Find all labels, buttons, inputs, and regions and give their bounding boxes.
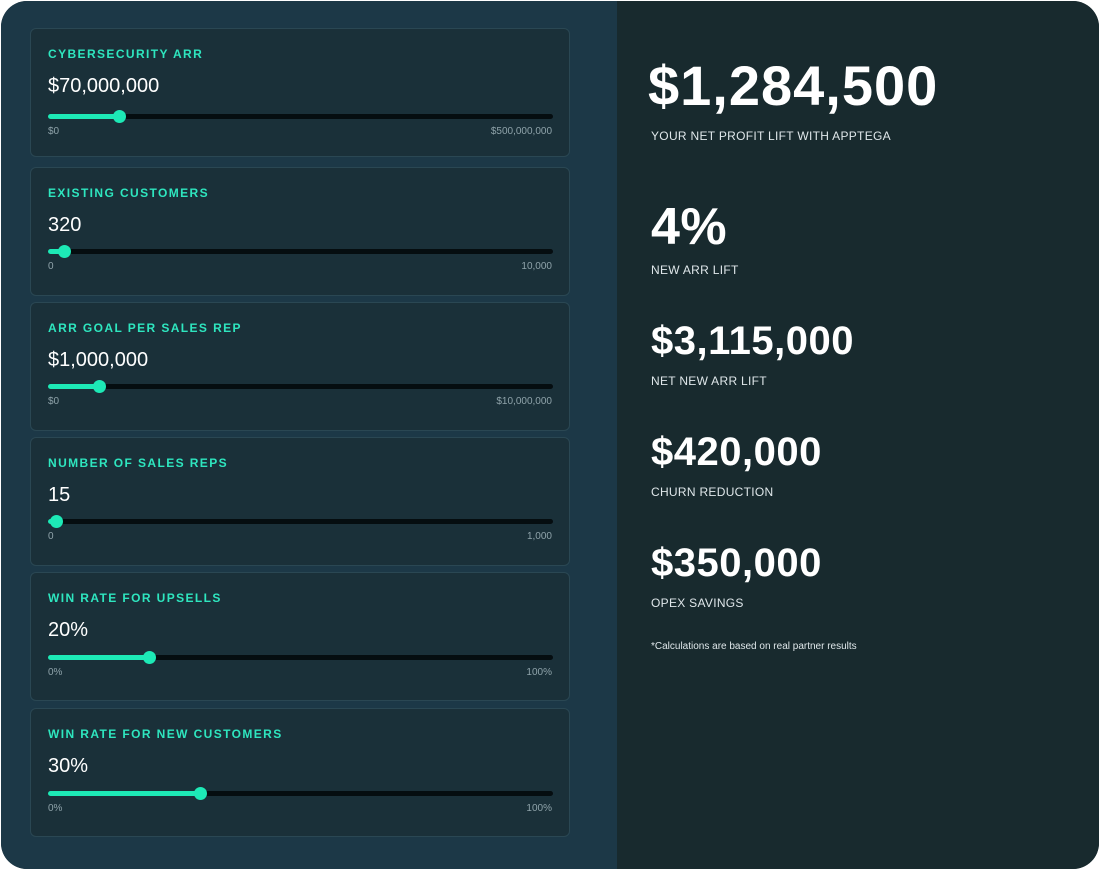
slider-min-label: 0% bbox=[48, 667, 63, 678]
slider-thumb[interactable] bbox=[143, 651, 156, 664]
calculations-footnote: *Calculations are based on real partner … bbox=[651, 641, 857, 652]
net-new-arr-lift-value: $3,115,000 bbox=[651, 319, 854, 363]
input-value: 320 bbox=[48, 214, 82, 236]
new-arr-lift-value: 4% bbox=[651, 198, 728, 256]
input-label: ARR GOAL PER SALES REP bbox=[48, 321, 242, 335]
net-profit-lift-label: YOUR NET PROFIT LIFT WITH APPTEGA bbox=[651, 129, 891, 143]
slider-max-label: 100% bbox=[526, 667, 552, 678]
inputs-panel: CYBERSECURITY ARR $70,000,000 $0 $500,00… bbox=[1, 1, 617, 869]
slider-thumb[interactable] bbox=[58, 245, 72, 258]
slider-min-label: $0 bbox=[48, 126, 60, 137]
slider-fill bbox=[48, 114, 119, 119]
slider-min-label: 0% bbox=[48, 803, 63, 814]
results-panel: $1,284,500 YOUR NET PROFIT LIFT WITH APP… bbox=[617, 1, 1099, 869]
cybersecurity-arr-slider[interactable] bbox=[48, 110, 553, 123]
opex-savings-value: $350,000 bbox=[651, 541, 822, 585]
slider-max-label: 100% bbox=[526, 803, 552, 814]
existing-customers-slider[interactable] bbox=[48, 245, 553, 258]
slider-max-label: 1,000 bbox=[526, 531, 552, 542]
input-card-number-of-sales-reps: NUMBER OF SALES REPS 15 0 1,000 bbox=[30, 437, 570, 566]
input-card-win-rate-upsells: WIN RATE FOR UPSELLS 20% 0% 100% bbox=[30, 572, 570, 701]
slider-fill bbox=[48, 249, 65, 254]
input-value: 15 bbox=[48, 484, 71, 506]
churn-reduction-label: CHURN REDUCTION bbox=[651, 485, 774, 499]
churn-reduction-value: $420,000 bbox=[651, 430, 822, 474]
input-value: $70,000,000 bbox=[48, 75, 160, 97]
input-label: EXISTING CUSTOMERS bbox=[48, 186, 209, 200]
input-card-cybersecurity-arr: CYBERSECURITY ARR $70,000,000 $0 $500,00… bbox=[30, 28, 570, 157]
input-label: NUMBER OF SALES REPS bbox=[48, 456, 229, 470]
slider-max-label: $10,000,000 bbox=[496, 396, 552, 407]
number-of-sales-reps-slider[interactable] bbox=[48, 515, 553, 528]
input-value: $1,000,000 bbox=[48, 349, 149, 371]
slider-max-label: 10,000 bbox=[521, 261, 552, 272]
win-rate-upsells-slider[interactable] bbox=[48, 651, 553, 664]
input-label: CYBERSECURITY ARR bbox=[48, 47, 204, 61]
net-new-arr-lift-label: NET NEW ARR LIFT bbox=[651, 374, 767, 388]
input-card-existing-customers: EXISTING CUSTOMERS 320 0 10,000 bbox=[30, 167, 570, 296]
opex-savings-label: OPEX SAVINGS bbox=[651, 596, 744, 610]
input-label: WIN RATE FOR NEW CUSTOMERS bbox=[48, 727, 283, 741]
input-card-arr-goal-per-rep: ARR GOAL PER SALES REP $1,000,000 $0 $10… bbox=[30, 302, 570, 431]
slider-min-label: $0 bbox=[48, 396, 60, 407]
slider-thumb[interactable] bbox=[49, 515, 63, 528]
net-profit-lift-value: $1,284,500 bbox=[648, 54, 939, 117]
input-label: WIN RATE FOR UPSELLS bbox=[48, 591, 222, 605]
new-arr-lift-label: NEW ARR LIFT bbox=[651, 263, 739, 277]
win-rate-new-customers-slider[interactable] bbox=[48, 787, 553, 800]
input-value: 30% bbox=[48, 755, 89, 777]
input-value: 20% bbox=[48, 619, 89, 641]
slider-thumb[interactable] bbox=[92, 380, 106, 393]
slider-min-label: 0 bbox=[48, 531, 54, 542]
input-card-win-rate-new-customers: WIN RATE FOR NEW CUSTOMERS 30% 0% 100% bbox=[30, 708, 570, 837]
slider-min-label: 0 bbox=[48, 261, 54, 272]
slider-max-label: $500,000,000 bbox=[490, 126, 552, 137]
slider-fill bbox=[48, 655, 149, 660]
slider-fill bbox=[48, 791, 200, 796]
arr-goal-per-rep-slider[interactable] bbox=[48, 380, 553, 393]
slider-thumb[interactable] bbox=[193, 787, 207, 800]
slider-fill bbox=[48, 384, 99, 389]
slider-thumb[interactable] bbox=[112, 110, 126, 123]
